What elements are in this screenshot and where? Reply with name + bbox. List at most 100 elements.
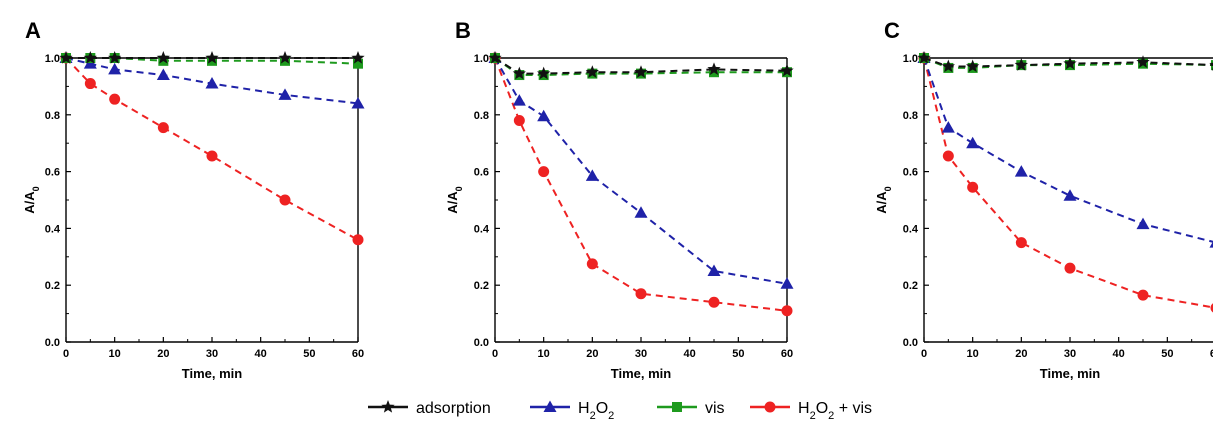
x-tick-label: 60 [352,348,364,360]
x-tick-label: 0 [921,348,927,360]
data-point-h2o2_vis [1137,289,1149,301]
data-point-h2o2 [941,121,955,133]
data-point-h2o2_vis [708,296,720,308]
data-point-h2o2 [634,206,648,218]
x-tick-label: 0 [63,348,69,360]
data-point-adsorption [537,66,551,80]
x-tick-label: 0 [492,348,498,360]
series-h2o2_vis [918,52,1213,313]
data-point-h2o2_vis [109,93,121,105]
data-point-adsorption [1014,58,1028,71]
data-point-h2o2_vis [942,150,954,162]
y-axis-title: A/A0 [874,186,893,213]
x-tick-label: 20 [157,348,169,360]
data-point-h2o2_vis [538,166,550,178]
legend-label: H2O2 + vis [798,400,872,422]
data-point-adsorption [1209,62,1213,71]
legend-label-sub: 2 [828,410,834,422]
data-point-adsorption [278,51,292,64]
legend-item-adsorption: adsorption [368,400,491,417]
data-point-h2o2_vis [635,288,647,300]
x-tick-label: 30 [206,348,218,360]
y-tick-label: 0.6 [474,167,489,179]
legend-marker-h2o2 [543,400,557,412]
data-point-h2o2_vis [1015,237,1027,249]
y-axis-title-main: A/A [874,191,889,214]
data-point-h2o2_vis [84,78,96,90]
data-point-h2o2_vis [157,122,169,134]
series-line-h2o2_vis [494,57,788,312]
x-axis-title: Time, min [182,366,243,381]
legend-label-part: O [816,400,828,417]
data-point-adsorption [941,59,955,73]
series-adsorption [917,51,1213,73]
y-tick-label: 0.4 [903,223,919,235]
x-tick-label: 50 [303,348,315,360]
data-point-h2o2 [205,77,219,89]
x-tick-label: 50 [732,348,744,360]
y-axis-title-sub: 0 [454,186,464,191]
y-tick-label: 0.2 [45,280,60,292]
y-tick-label: 0.2 [474,280,489,292]
x-tick-label: 50 [1161,348,1173,360]
data-point-adsorption [966,59,980,73]
data-point-h2o2_vis [967,181,979,193]
chart-panel-c: C 0 10 20 30 40 50 60 0.0 0.2 0.4 0.6 0.8 1.0 Time, mi… [874,18,1213,381]
legend-label-part: + vis [834,400,872,417]
y-tick-label: 0.4 [474,223,490,235]
panel-label: A [25,18,41,43]
legend-label-sub: 2 [608,410,614,422]
y-tick-label: 0.8 [474,110,489,122]
y-tick-label: 0.8 [903,110,918,122]
series-adsorption [488,51,794,80]
y-axis-title-main: A/A [445,191,460,214]
data-point-adsorption [585,65,599,78]
data-point-h2o2 [537,109,551,122]
data-point-adsorption [83,51,97,64]
chart-panel-a: A 0 10 20 30 40 50 60 0.0 0.2 0.4 0.6 0.8 1.0 Time, mi… [22,18,365,381]
data-point-h2o2 [278,88,292,100]
data-point-h2o2_vis [781,305,793,317]
data-point-h2o2 [585,169,599,181]
y-tick-label: 1.0 [474,53,489,65]
legend-item-vis: vis [657,400,725,417]
data-point-h2o2 [156,68,170,81]
data-point-h2o2 [351,96,365,109]
y-tick-label: 1.0 [45,53,60,65]
y-tick-label: 0.0 [474,337,489,349]
data-point-h2o2_vis [1210,303,1213,313]
data-point-h2o2 [1209,241,1213,248]
legend-item-h2o2: H2O2 [530,400,614,422]
data-point-h2o2 [1136,217,1150,230]
y-tick-label: 0.6 [903,167,918,179]
y-tick-label: 0.8 [45,110,60,122]
data-point-h2o2 [1063,189,1077,201]
y-axis-title-sub: 0 [31,186,41,191]
data-point-adsorption [634,65,648,78]
x-tick-label: 20 [586,348,598,360]
legend-marker-vis [672,402,682,412]
series-line-h2o2 [923,57,1213,243]
x-tick-label: 40 [1113,348,1125,360]
x-tick-label: 20 [1015,348,1027,360]
data-point-adsorption [780,63,794,77]
data-point-h2o2_vis [513,114,525,126]
data-point-adsorption [108,51,122,64]
series-h2o2 [917,51,1213,248]
y-axis-title: A/A0 [22,186,41,213]
data-point-adsorption [351,51,365,64]
data-point-adsorption [707,62,721,76]
data-point-h2o2_vis [279,194,291,206]
data-point-h2o2 [707,264,721,276]
data-point-adsorption [1136,55,1150,68]
data-point-adsorption [512,66,526,80]
x-axis-title: Time, min [1040,366,1101,381]
legend: adsorption H2O2 vis H2O2 + vis [368,400,872,422]
data-point-h2o2 [1014,165,1028,177]
x-tick-label: 30 [635,348,647,360]
series-adsorption [59,51,365,64]
x-tick-label: 60 [1210,348,1213,360]
legend-label-sub: 2 [590,410,596,422]
data-point-adsorption [59,51,73,64]
legend-item-h2o2_vis: H2O2 + vis [750,400,872,422]
